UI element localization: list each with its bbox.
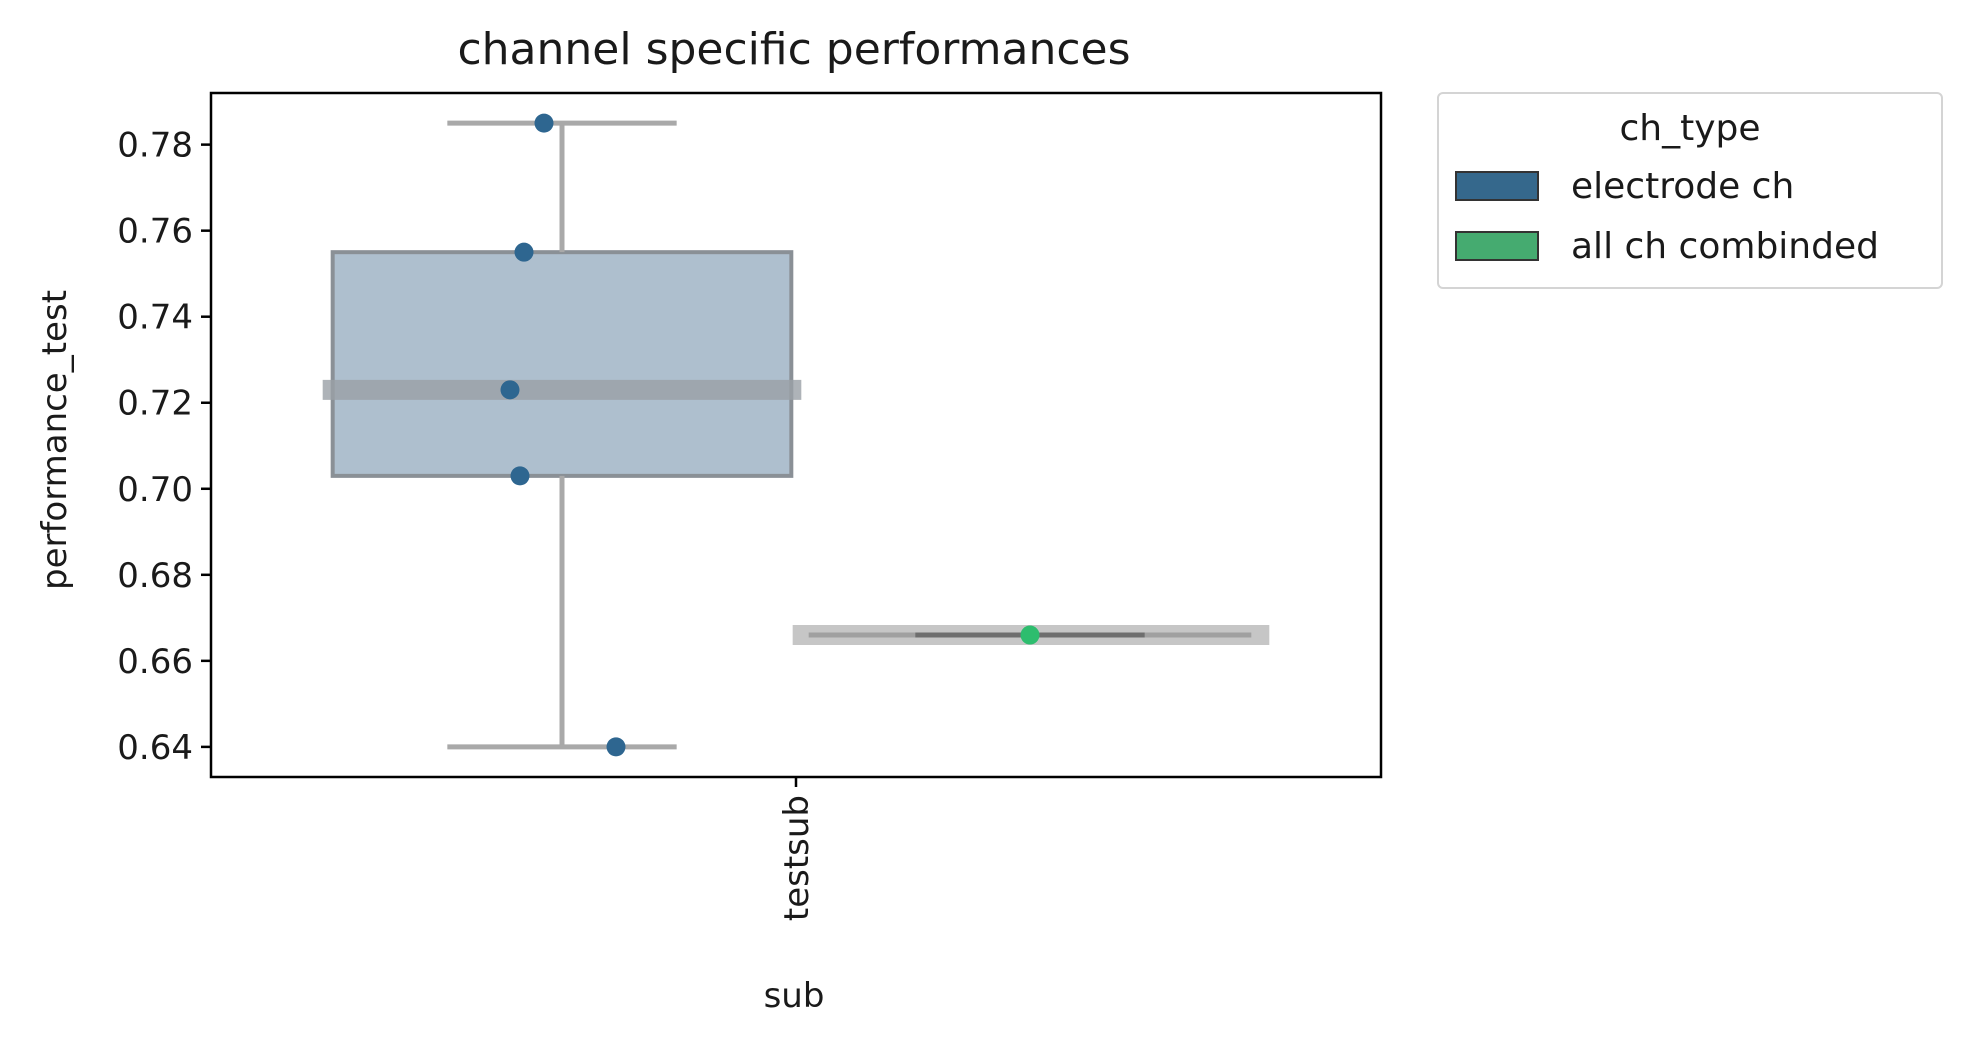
legend: ch_type electrode ch all ch combinded <box>1437 92 1943 289</box>
legend-item-all-ch-combinded: all ch combinded <box>1455 225 1879 267</box>
y-tick-label: 0.66 <box>117 642 193 682</box>
y-tick-label: 0.74 <box>117 298 193 338</box>
y-tick-label: 0.76 <box>117 212 193 252</box>
legend-label-all-ch-combinded: all ch combinded <box>1571 225 1879 267</box>
plot-area <box>322 113 1270 757</box>
y-tick-label: 0.68 <box>117 556 193 596</box>
chart-title: channel specific performances <box>457 24 1130 75</box>
legend-item-electrode-ch: electrode ch <box>1455 165 1795 207</box>
box-group-all-ch-combinded <box>792 625 1270 646</box>
data-point <box>510 466 530 486</box>
legend-swatch-all-ch-combinded <box>1455 231 1539 261</box>
legend-title: ch_type <box>1619 108 1761 149</box>
y-tick-label: 0.70 <box>117 470 193 510</box>
box-group-electrode-ch <box>322 113 802 757</box>
y-tick-label: 0.78 <box>117 126 193 166</box>
x-tick-label: testsub <box>777 795 817 921</box>
x-axis-label: sub <box>764 976 825 1016</box>
legend-label-electrode-ch: electrode ch <box>1571 165 1795 207</box>
legend-swatch-electrode-ch <box>1455 171 1539 201</box>
data-point <box>606 737 626 757</box>
y-axis: 0.64 0.66 0.68 0.70 0.72 0.74 0.76 0.78 <box>117 126 211 768</box>
data-point <box>500 380 520 400</box>
x-axis: testsub <box>777 777 817 921</box>
data-point <box>534 113 554 133</box>
data-point <box>514 242 534 262</box>
y-tick-label: 0.72 <box>117 384 193 424</box>
data-point <box>1020 625 1040 645</box>
y-axis-label: performance_test <box>35 290 75 590</box>
box <box>330 250 794 478</box>
y-tick-label: 0.64 <box>117 728 193 768</box>
